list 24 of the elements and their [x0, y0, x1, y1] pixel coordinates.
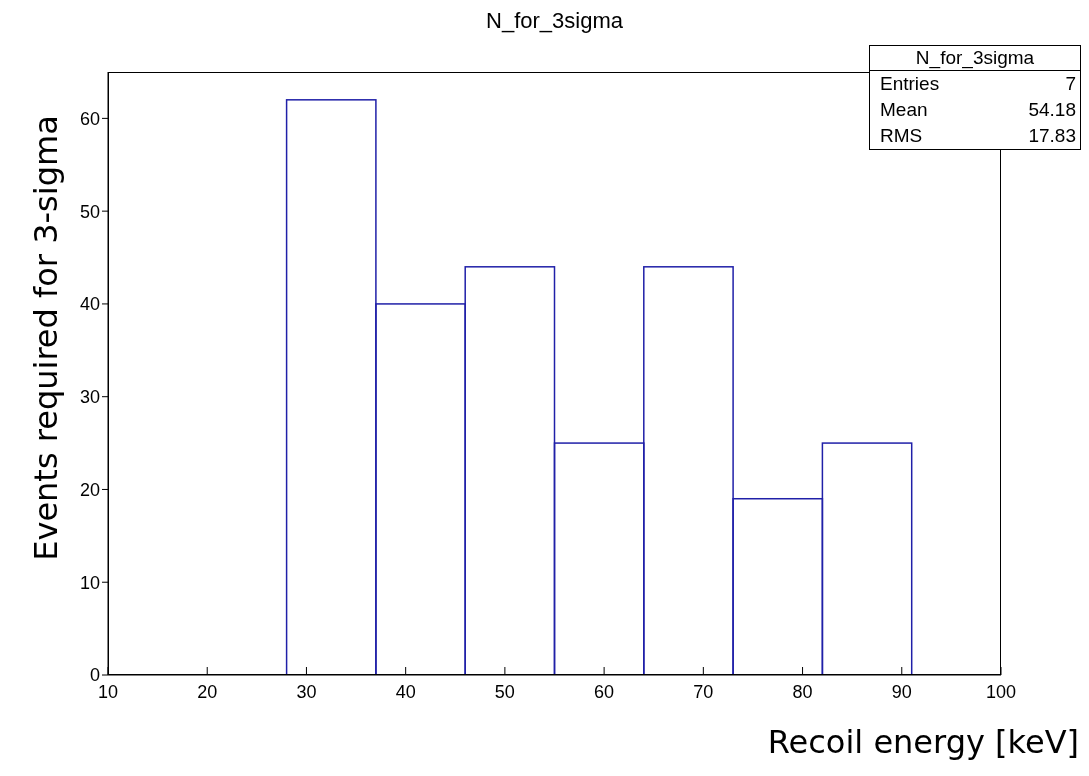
x-tick-label: 100 — [985, 681, 1017, 702]
y-tick-label: 50 — [79, 201, 100, 222]
x-tick-label: 20 — [197, 681, 218, 702]
x-tick-label: 40 — [395, 681, 416, 702]
x-tick-label: 50 — [494, 681, 515, 702]
y-tick-label: 10 — [79, 572, 100, 593]
x-tick-label: 60 — [594, 681, 615, 702]
y-tick-label: 30 — [79, 387, 100, 408]
y-axis-title: Events required for 3-sigma — [27, 115, 65, 561]
annotation: Entries — [880, 72, 940, 96]
annotation: Mean — [880, 98, 928, 122]
annotation: RMS — [880, 124, 923, 148]
x-tick-label: 10 — [97, 681, 119, 702]
x-tick-label: 70 — [693, 681, 714, 702]
x-tick-label: 90 — [891, 681, 912, 702]
x-tick-label: 80 — [792, 681, 813, 702]
stats-box: N_for_3sigma Entries 7 Mean 54.18 RMS 17.83 — [869, 45, 1081, 150]
y-tick-label: 20 — [79, 479, 100, 500]
x-tick-label: 30 — [296, 681, 317, 702]
y-tick-label: 60 — [79, 108, 100, 129]
y-tick-label: 40 — [79, 294, 100, 315]
x-axis-title: Recoil energy [keV] — [767, 723, 1079, 761]
y-tick-label: 0 — [89, 665, 100, 686]
chart-title: N_for_3sigma — [485, 8, 624, 34]
